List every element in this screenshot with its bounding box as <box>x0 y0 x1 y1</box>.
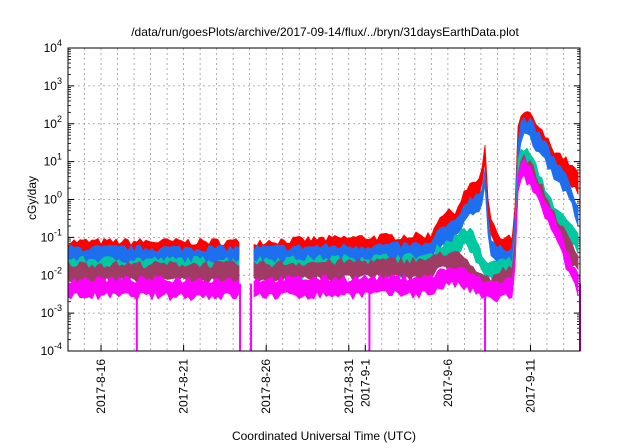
y-tick-base: 10 <box>44 79 58 93</box>
series-band <box>253 153 579 296</box>
x-axis-label: Coordinated Universal Time (UTC) <box>232 429 416 443</box>
y-tick-base: 10 <box>44 41 58 55</box>
y-tick-label: 10-3 <box>41 303 62 320</box>
y-tick-exponent: 2 <box>57 114 62 124</box>
x-tick-label: 2017-8-16 <box>94 359 108 414</box>
y-tick-base: 10 <box>41 268 55 282</box>
y-tick-exponent: 1 <box>57 152 62 162</box>
y-axis-label: cGy/day <box>25 176 39 220</box>
chart-title: /data/run/goesPlots/archive/2017-09-14/f… <box>131 25 519 39</box>
x-tick-label: 2017-9-11 <box>523 359 537 413</box>
y-tick-base: 10 <box>41 306 55 320</box>
y-tick-base: 10 <box>44 117 58 131</box>
y-tick-exponent: -3 <box>54 303 62 313</box>
y-tick-label: 100 <box>44 190 62 207</box>
y-tick-exponent: -1 <box>54 227 62 237</box>
y-tick-exponent: 3 <box>57 76 62 86</box>
y-tick-base: 10 <box>44 155 58 169</box>
x-tick-label: 2017-9-6 <box>441 359 455 407</box>
y-tick-label: 101 <box>44 152 62 169</box>
y-tick-base: 10 <box>41 344 55 358</box>
x-tick-label: 2017-8-31 <box>342 359 356 414</box>
y-tick-label: 10-1 <box>41 227 62 244</box>
series-band <box>253 157 579 303</box>
y-tick-base: 10 <box>44 193 58 207</box>
tick-labels: 10-410-310-210-11001011021031042017-8-16… <box>41 38 538 414</box>
x-tick-label: 2017-8-21 <box>177 359 191 414</box>
y-tick-exponent: -4 <box>54 341 62 351</box>
series-band <box>67 275 240 302</box>
y-tick-label: 104 <box>44 38 62 55</box>
y-tick-label: 10-2 <box>41 265 62 282</box>
x-tick-label: 2017-9-1 <box>358 359 372 407</box>
plot-frame <box>67 47 581 352</box>
y-tick-exponent: 4 <box>57 38 62 48</box>
y-tick-base: 10 <box>41 230 55 244</box>
series-group <box>67 111 581 351</box>
x-tick-label: 2017-8-26 <box>259 359 273 414</box>
y-tick-label: 102 <box>44 114 62 131</box>
y-tick-label: 103 <box>44 76 62 93</box>
y-tick-label: 10-4 <box>41 341 62 358</box>
y-tick-exponent: -2 <box>54 265 62 275</box>
gridlines <box>67 47 581 352</box>
y-tick-exponent: 0 <box>57 190 62 200</box>
